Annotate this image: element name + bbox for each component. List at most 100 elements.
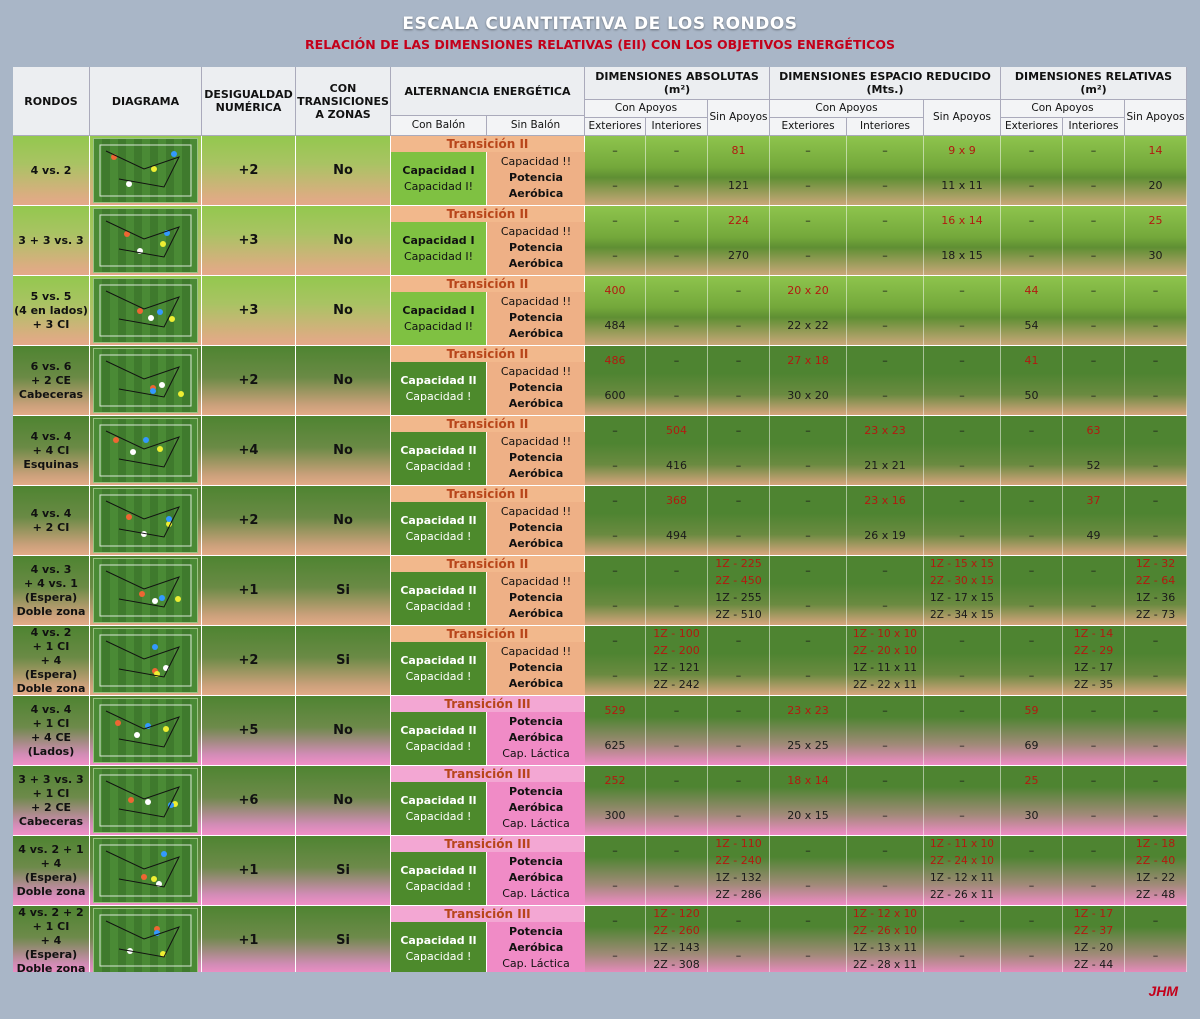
sin-balon-line-2: Aeróbica <box>508 801 564 814</box>
dimension-value-top: – <box>735 914 742 927</box>
transition-label: Transición II <box>391 416 584 432</box>
dimension-cell-red-ext: 27 x 18 30 x 20 <box>770 346 847 415</box>
dimension-value-top: – <box>805 564 811 577</box>
dimension-value-top: – <box>805 424 811 437</box>
dimension-value-top: – <box>1090 564 1097 577</box>
sin-balon-line-1: Capacidad !! <box>500 505 572 518</box>
table-row: 4 vs. 2 + 1 + 4 (Espera) Doble zona +1 Si… <box>13 836 1187 906</box>
dimension-cell-red-int: – – <box>847 696 924 765</box>
sin-balon-cell: Potencia Aeróbica Cap. Láctica <box>487 712 585 765</box>
transition-label: Transición II <box>391 626 584 642</box>
dimension-value-bottom: 54 <box>1024 319 1039 332</box>
dimension-value-top: – <box>1090 844 1097 857</box>
dimension-value-top: – <box>612 214 618 227</box>
dimension-value-top: – <box>673 774 680 787</box>
con-balon-secondary: Capacidad I! <box>403 180 474 193</box>
dimension-value-bottom: 484 <box>604 319 626 332</box>
transition-label: Transición III <box>391 836 584 852</box>
dimension-value-top: 59 <box>1024 704 1039 717</box>
sin-balon-line-1: Potencia <box>509 855 563 868</box>
con-balon-primary: Capacidad II <box>400 514 477 527</box>
dimension-cell-abs-int: – – <box>646 836 708 905</box>
dimension-value-bottom: 18 x 15 <box>941 249 983 262</box>
field-diagram-image <box>93 698 198 763</box>
dimension-zone-value: 1Z - 14 <box>1073 627 1114 640</box>
dimension-cell-rel-sin: – – <box>1125 416 1187 485</box>
sin-balon-line-2: Potencia <box>509 381 563 394</box>
dimension-cell-red-int: 1Z - 12 x 10 2Z - 26 x 10 1Z - 13 x 11 2Z -… <box>847 906 924 972</box>
dimension-value-bottom: – <box>612 529 618 542</box>
dimension-cell-red-ext: 20 x 20 22 x 22 <box>770 276 847 345</box>
dimension-zone-value: 1Z - 255 <box>715 591 762 604</box>
header-abs-sin-apoyos-label: Sin Apoyos <box>709 111 768 123</box>
dimension-value-top: – <box>735 354 742 367</box>
field-diagram-icon <box>99 284 192 337</box>
dimension-value-bottom: – <box>1152 529 1159 542</box>
dimension-value-top: – <box>805 634 811 647</box>
header-rel-exteriores: Exteriores <box>1001 118 1063 136</box>
dimension-cell-red-sin: – – <box>924 416 1001 485</box>
dimension-value-top: – <box>1028 494 1035 507</box>
dimension-value-top: – <box>1028 844 1035 857</box>
dimension-value-top: – <box>612 634 618 647</box>
dimension-cell-abs-ext: – – <box>585 136 646 205</box>
dimension-value-bottom: 20 <box>1148 179 1163 192</box>
dimension-zone-value: 1Z - 17 <box>1073 661 1114 674</box>
dimension-value-bottom: 21 x 21 <box>864 459 906 472</box>
con-balon-cell: Capacidad I Capacidad I! <box>391 292 487 345</box>
dimension-zone-value: 1Z - 11 x 10 <box>930 838 994 850</box>
dimension-value-top: – <box>882 214 888 227</box>
dimension-value-bottom: – <box>1152 669 1159 682</box>
diagram-cell <box>90 696 202 765</box>
dimension-value-bottom: – <box>805 179 811 192</box>
dimension-value-bottom: – <box>735 809 742 822</box>
dimension-value-top: – <box>1090 704 1097 717</box>
dimension-cell-rel-int: – – <box>1063 206 1125 275</box>
dimension-cell-abs-ext: 400 484 <box>585 276 646 345</box>
dimension-value-top: – <box>612 144 618 157</box>
dimension-value-top: 23 x 16 <box>864 494 906 507</box>
dimension-cell-rel-sin: – – <box>1125 626 1187 695</box>
dimension-cell-rel-int: 1Z - 14 2Z - 29 1Z - 17 2Z - 35 <box>1063 626 1125 695</box>
dimension-zone-value: 2Z - 510 <box>715 608 762 621</box>
sin-balon-line-1: Potencia <box>509 715 563 728</box>
alternancia-cell: Transición II Capacidad I Capacidad I! C… <box>391 136 585 205</box>
sin-balon-line-3: Aeróbica <box>508 537 564 550</box>
sin-balon-cell: Potencia Aeróbica Cap. Láctica <box>487 852 585 905</box>
diagram-cell <box>90 906 202 972</box>
dimension-value-bottom: – <box>959 389 965 402</box>
dimension-value-bottom: – <box>882 809 888 822</box>
con-balon-secondary: Capacidad ! <box>405 810 472 823</box>
dimension-value-top: – <box>1152 424 1159 437</box>
dimension-zone-value: 2Z - 242 <box>653 678 700 691</box>
dimension-value-top: – <box>805 494 811 507</box>
header-rel-label: DIMENSIONES RELATIVAS <box>1014 70 1173 83</box>
dimension-cell-red-int: 1Z - 10 x 10 2Z - 20 x 10 1Z - 11 x 11 2Z -… <box>847 626 924 695</box>
transiciones-value: No <box>296 696 391 765</box>
transition-label: Transición III <box>391 906 584 922</box>
diagram-cell <box>90 276 202 345</box>
dimension-value-bottom: – <box>959 739 965 752</box>
desigualdad-value: +2 <box>202 486 296 555</box>
header-sin-balon: Sin Balón <box>487 116 585 136</box>
dimension-zone-value: 1Z - 120 <box>653 907 700 920</box>
dimension-value-bottom: – <box>1152 949 1159 962</box>
dimension-value-top: 27 x 18 <box>787 354 829 367</box>
dimension-cell-red-ext: – – <box>770 556 847 625</box>
table-row: 5 vs. 5 (4 en lados) + 3 CI +3 No Transic… <box>13 276 1187 346</box>
transiciones-value: No <box>296 416 391 485</box>
dimension-value-top: – <box>1152 284 1159 297</box>
header-con-balon: Con Balón <box>391 116 487 136</box>
dimension-cell-rel-int: – – <box>1063 766 1125 835</box>
sin-balon-line-3: Aeróbica <box>508 187 564 200</box>
dimension-value-bottom: – <box>673 179 680 192</box>
con-balon-primary: Capacidad II <box>400 864 477 877</box>
dimension-value-top: – <box>735 494 742 507</box>
con-balon-secondary: Capacidad ! <box>405 390 472 403</box>
field-diagram-icon <box>99 214 192 267</box>
con-balon-primary: Capacidad II <box>400 724 477 737</box>
dimension-zone-value: 2Z - 30 x 15 <box>930 575 994 587</box>
field-diagram-icon <box>99 424 192 477</box>
transiciones-value: Si <box>296 836 391 905</box>
sin-balon-line-3: Aeróbica <box>508 257 564 270</box>
